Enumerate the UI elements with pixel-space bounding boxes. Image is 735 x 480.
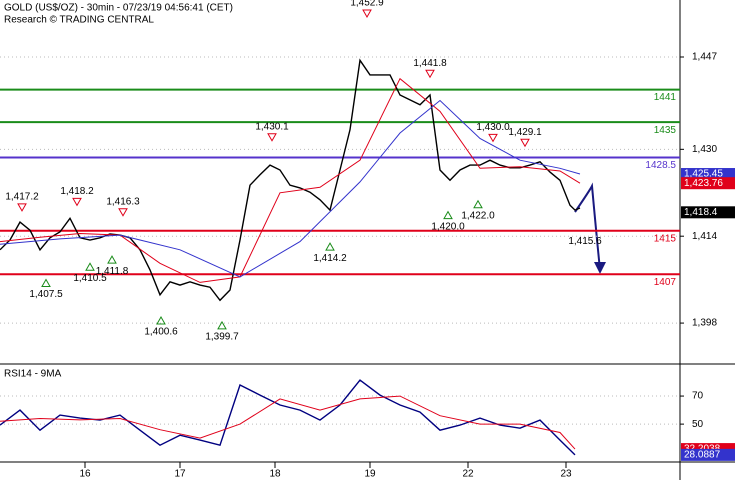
peak-label: 1,452.9: [350, 0, 384, 9]
forecast-arrowhead: [594, 262, 606, 274]
x-tick-label: 23: [560, 469, 572, 480]
peak-label: 1,429.1: [508, 127, 542, 138]
trough-marker: [217, 320, 227, 330]
peak-label: 1,417.2: [5, 191, 39, 202]
trough-label: 1,400.6: [144, 327, 178, 338]
level-label: 1407: [654, 277, 677, 288]
x-tick-label: 18: [269, 469, 281, 480]
peak-marker: [488, 133, 498, 143]
price-tag-label: 1,425.45: [684, 169, 723, 180]
trough-marker: [85, 262, 95, 271]
level-label: 1415: [654, 233, 677, 244]
trough-marker: [473, 199, 483, 209]
trough-label: 1,399.7: [205, 331, 239, 342]
trough-marker: [443, 210, 453, 220]
series-line: [0, 395, 576, 450]
peak-marker: [362, 9, 372, 18]
series-line: [0, 99, 581, 278]
price-tag: [681, 177, 735, 190]
target-label: 1,415.6: [568, 236, 602, 247]
price-tag: [681, 168, 735, 181]
trough-marker: [325, 242, 335, 251]
trough-marker: [156, 315, 166, 325]
peak-marker: [72, 197, 82, 207]
peak-marker: [425, 69, 435, 79]
y-tick-label: 70: [692, 391, 704, 402]
series-line: [0, 77, 581, 283]
peak-label: 1,441.8: [413, 58, 447, 69]
trough-label: 1,407.5: [29, 289, 63, 300]
peak-marker: [520, 138, 530, 148]
peak-marker: [118, 208, 128, 217]
peak-marker: [267, 133, 277, 142]
trough-marker: [107, 255, 117, 264]
forecast-arrow: [574, 182, 601, 271]
price-tag-label: 1,418.4: [684, 207, 718, 218]
peak-label: 1,416.3: [106, 196, 140, 207]
y-tick-label: 1,414: [692, 231, 717, 242]
series-line: [0, 58, 581, 302]
y-tick-label: 1,430: [692, 144, 717, 155]
trough-label: 1,420.0: [431, 221, 465, 232]
trough-marker: [41, 278, 51, 287]
y-tick-label: 50: [692, 419, 704, 430]
level-label: 1428.5: [645, 160, 676, 171]
peak-marker: [17, 203, 27, 212]
chart-subtitle: Research © TRADING CENTRAL: [4, 15, 154, 26]
peak-label: 1,418.2: [60, 186, 94, 197]
y-tick-label: 1,447: [692, 52, 717, 63]
peak-label: 1,430.1: [255, 121, 289, 132]
price-tag-label: 28.0887: [684, 450, 721, 461]
chart-title: GOLD (US$/OZ) - 30min - 07/23/19 04:56:4…: [4, 3, 233, 14]
y-tick-label: 1,398: [692, 318, 717, 329]
trough-label: 1,422.0: [461, 210, 495, 221]
rsi-title: RSI14 - 9MA: [4, 369, 62, 380]
price-tag: [681, 448, 735, 461]
price-tag-label: 1,423.76: [684, 178, 723, 189]
trough-label: 1,411.8: [96, 266, 129, 277]
level-label: 1441: [654, 92, 677, 103]
level-label: 1435: [654, 125, 677, 136]
x-tick-label: 19: [364, 469, 376, 480]
price-tag: [681, 206, 735, 219]
trough-label: 1,414.2: [313, 253, 347, 264]
x-tick-label: 16: [79, 469, 91, 480]
peak-label: 1,430.0: [476, 122, 510, 133]
x-tick-label: 17: [174, 469, 186, 480]
trough-label: 1,410.5: [73, 273, 107, 284]
x-tick-label: 22: [462, 469, 474, 480]
